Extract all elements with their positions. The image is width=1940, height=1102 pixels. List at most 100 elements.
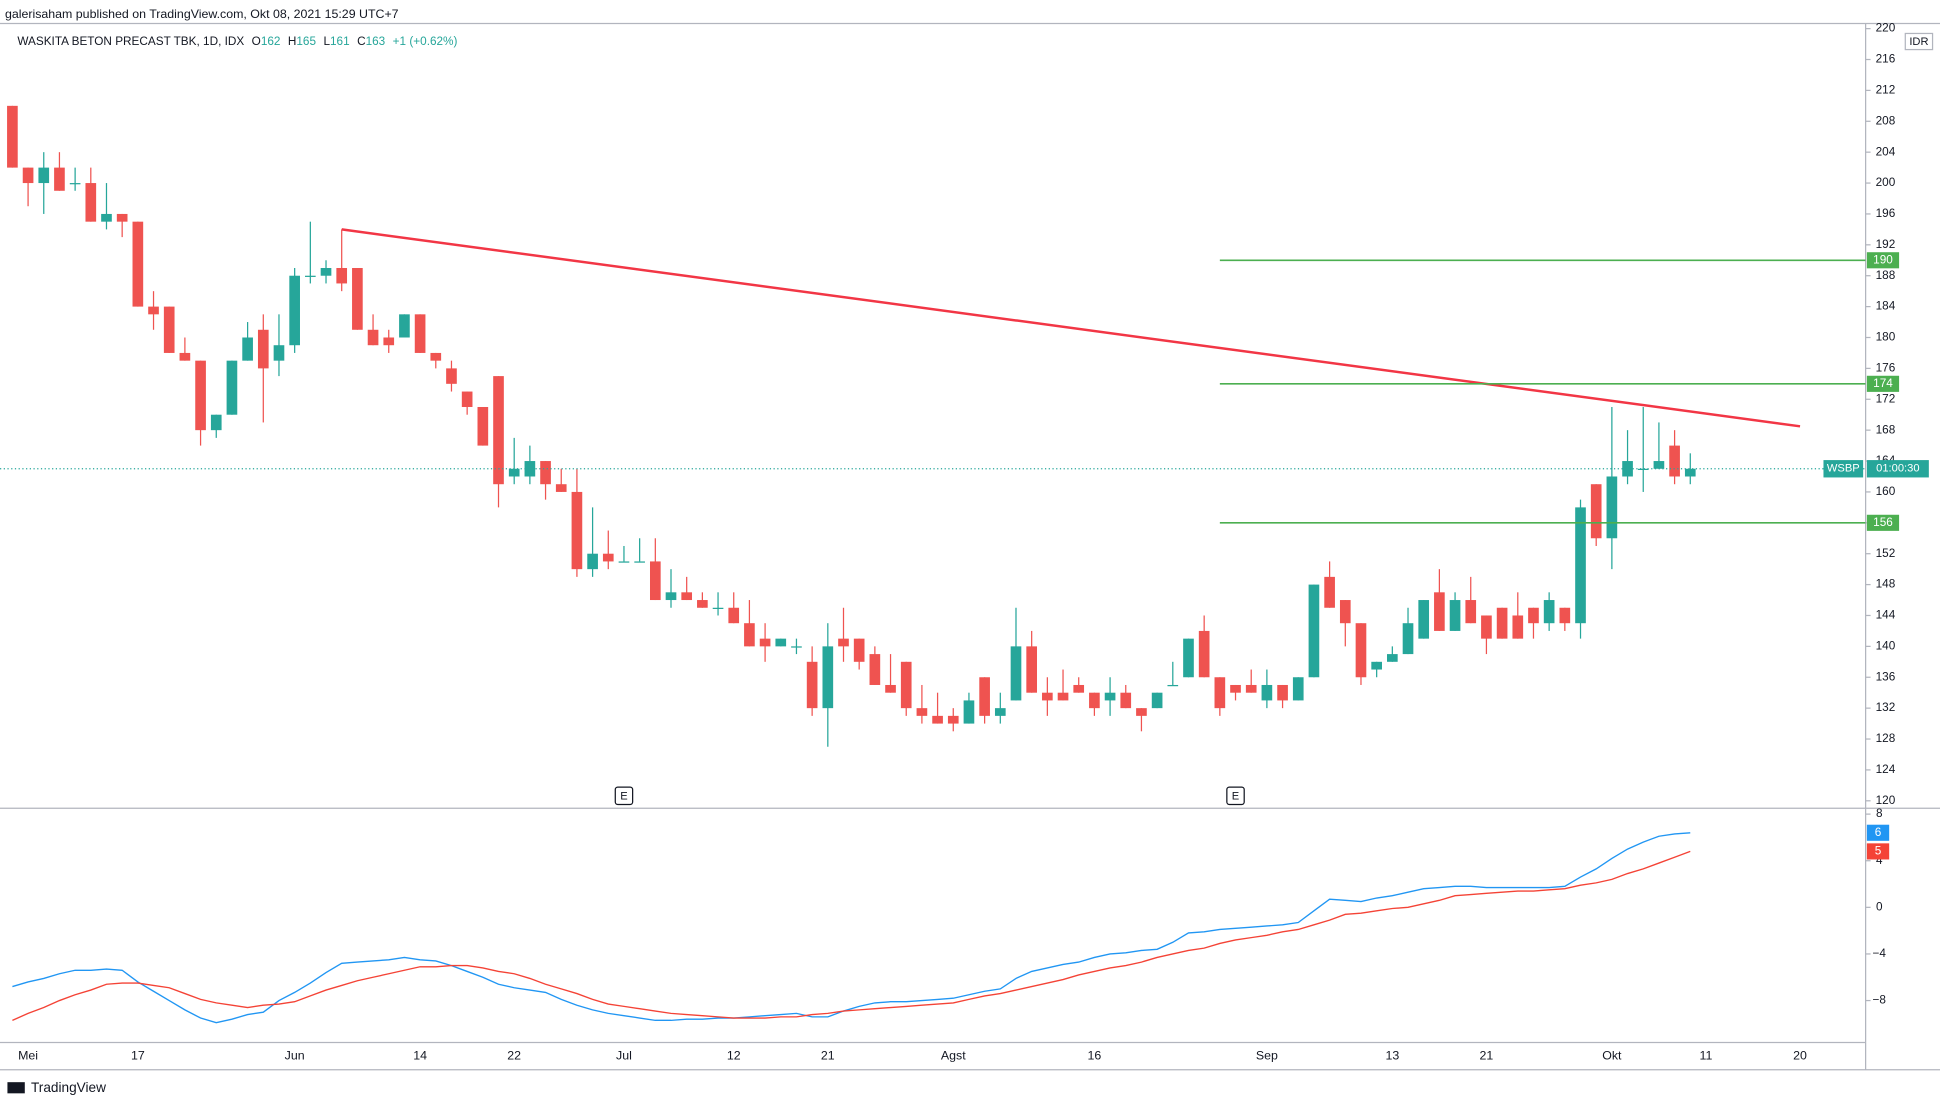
candle-body <box>979 677 990 716</box>
y-tick-label: 132 <box>1876 701 1896 714</box>
candle-body <box>1371 661 1382 670</box>
candle-body <box>587 553 598 570</box>
candle-body <box>1528 607 1539 624</box>
candle-body <box>665 592 677 601</box>
candle-body <box>649 561 661 601</box>
candle-body <box>22 167 34 184</box>
level-label: 174 <box>1873 377 1893 390</box>
brand: TradingView <box>7 1080 106 1095</box>
y-tick-label: 200 <box>1876 176 1896 189</box>
candle-body <box>54 167 65 191</box>
y-tick-label: 128 <box>1876 732 1896 745</box>
candle-body <box>85 183 97 222</box>
y-tick-label: 124 <box>1876 763 1896 776</box>
indicator-line <box>12 832 1691 1024</box>
candle-body <box>1481 615 1492 639</box>
candle-body <box>320 267 332 276</box>
x-tick-label: 20 <box>1793 1048 1807 1062</box>
currency: IDR <box>1909 36 1928 48</box>
published-note: galerisaham published on TradingView.com… <box>5 7 399 21</box>
candle-body <box>1465 600 1477 624</box>
candle-body <box>618 561 630 563</box>
candle-body <box>540 461 551 485</box>
x-tick-label: Okt <box>1602 1048 1622 1062</box>
candle-body <box>1042 692 1053 701</box>
candle-body <box>273 345 285 361</box>
candle-body <box>681 592 693 601</box>
level-tag <box>1866 375 1900 392</box>
candle-body <box>1104 692 1116 701</box>
candle-body <box>1434 592 1445 631</box>
candle-body <box>1637 468 1649 471</box>
candle-body <box>994 708 1006 716</box>
y-tick-label: 184 <box>1876 300 1896 313</box>
candle-body <box>947 715 959 724</box>
level-label: 190 <box>1873 253 1893 266</box>
change: +1 (+0.62%) <box>393 35 458 48</box>
candle-body <box>1669 445 1680 477</box>
indicator-tag <box>1866 843 1890 860</box>
brand-name: TradingView <box>31 1080 106 1095</box>
y-tick-label: 144 <box>1876 609 1896 622</box>
candle-body <box>728 607 740 624</box>
x-tick-label: 13 <box>1385 1048 1399 1062</box>
candle-body <box>1026 646 1038 693</box>
brand-logo <box>7 1082 25 1094</box>
candle-body <box>1089 692 1100 709</box>
candle-body <box>414 314 426 353</box>
candle-body <box>1590 484 1602 539</box>
price-pane <box>0 105 1866 747</box>
y-tick-label: 188 <box>1876 269 1896 282</box>
candle-body <box>1622 461 1633 477</box>
y-tick-label: 152 <box>1876 547 1896 560</box>
symbol-tag <box>1823 460 1864 478</box>
candle-body <box>493 376 504 485</box>
symbol-tag-label: WSBP <box>1827 463 1860 475</box>
trend-line <box>341 228 1801 428</box>
y-tick-label: 120 <box>1876 794 1896 807</box>
event-label: E <box>1232 790 1239 802</box>
candle-body <box>1120 692 1132 709</box>
candle-body <box>1245 684 1257 693</box>
candle-body <box>822 646 834 709</box>
candle-body <box>1355 623 1367 678</box>
y-tick-label: 136 <box>1876 670 1896 683</box>
candle-body <box>226 360 238 415</box>
candle-body <box>759 638 771 647</box>
candle-body <box>69 183 81 185</box>
indicator-pane <box>12 832 1691 1024</box>
candle-body <box>1339 600 1351 624</box>
candle-body <box>1387 654 1398 662</box>
candle-body <box>555 484 567 492</box>
candle-body <box>775 638 787 647</box>
candle-body <box>446 368 457 384</box>
candle-body <box>242 337 253 361</box>
y-tick-label: 148 <box>1876 578 1896 591</box>
y-tick-label: 180 <box>1876 331 1896 344</box>
candle-body <box>508 468 520 477</box>
candle-body <box>305 275 316 277</box>
candle-body <box>116 213 128 222</box>
y-tick-label: 160 <box>1876 485 1896 498</box>
y-tick-label: 196 <box>1876 207 1896 220</box>
y-tick-label: 0 <box>1876 900 1883 913</box>
x-tick-label: 22 <box>507 1048 521 1062</box>
candle-body <box>634 561 645 563</box>
candle-body <box>1684 468 1696 477</box>
candle-body <box>1653 461 1665 469</box>
ohlc-key: L <box>323 35 330 48</box>
candle-body <box>885 684 896 693</box>
event-marker <box>614 786 634 806</box>
candle-body <box>38 167 50 184</box>
countdown-tag <box>1866 460 1929 478</box>
ohlc-value: 161 <box>330 35 350 48</box>
y-tick-label: 176 <box>1876 361 1896 374</box>
candle-body <box>1449 600 1461 631</box>
candle-body <box>336 267 348 284</box>
candle-body <box>602 553 614 562</box>
candle-body <box>179 352 191 361</box>
candle-body <box>1575 507 1586 624</box>
y-tick-label: −4 <box>1873 947 1887 960</box>
x-tick-label: Jun <box>285 1048 305 1062</box>
